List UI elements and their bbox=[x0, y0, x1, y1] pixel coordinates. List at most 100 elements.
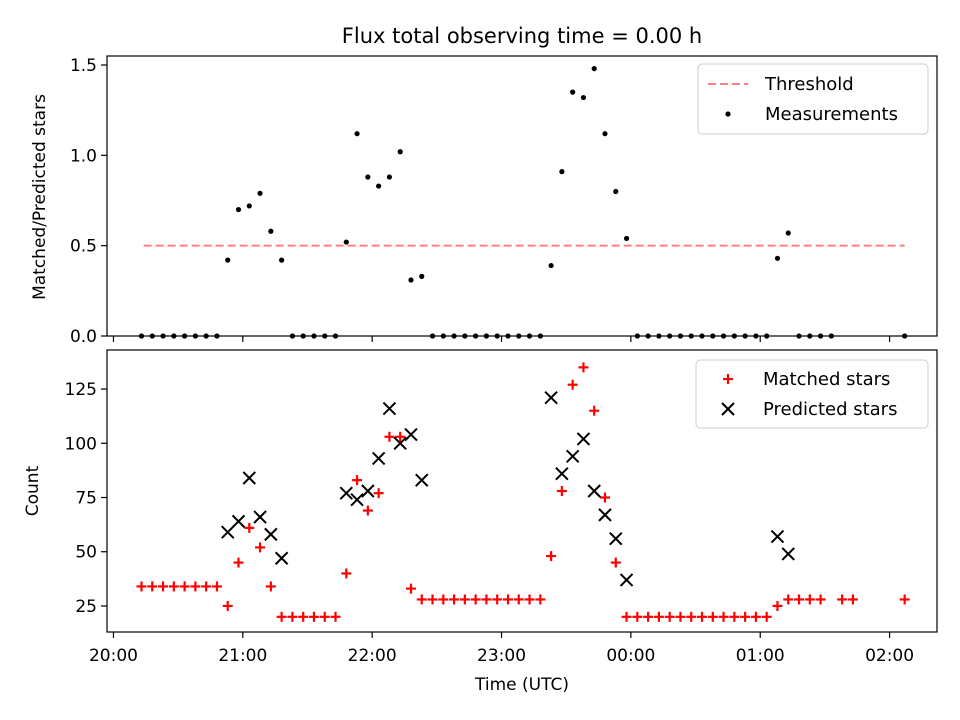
top-ytick-label: 1.0 bbox=[70, 146, 97, 166]
predicted-stars-point bbox=[415, 473, 429, 487]
legend-threshold-label: Threshold bbox=[764, 74, 854, 95]
matched-stars-point bbox=[621, 611, 632, 622]
legend-matched-swatch bbox=[723, 374, 733, 384]
matched-stars-point bbox=[578, 362, 589, 373]
measurement-point bbox=[828, 333, 834, 339]
measurement-point bbox=[602, 131, 608, 137]
measurement-point bbox=[365, 174, 371, 180]
measurement-point bbox=[623, 235, 630, 242]
measurement-point bbox=[537, 333, 543, 339]
matched-stars-point bbox=[643, 611, 654, 622]
predicted-stars-point bbox=[264, 527, 278, 542]
measurement-point bbox=[645, 333, 651, 339]
matched-stars-point bbox=[341, 568, 352, 579]
matched-stars-point bbox=[481, 594, 492, 605]
matched-stars-point bbox=[610, 557, 621, 568]
legend-measurements-swatch bbox=[725, 111, 731, 117]
bottom-y-ticks: 25 50 75 100 125 bbox=[65, 380, 107, 617]
measurement-point bbox=[182, 333, 188, 339]
measurement-point bbox=[699, 333, 705, 339]
predicted-stars-point bbox=[544, 391, 558, 405]
top-plot-area bbox=[106, 55, 938, 337]
measurement-point bbox=[580, 94, 587, 101]
predicted-stars-point bbox=[231, 514, 246, 529]
bottom-plot-area bbox=[106, 349, 938, 633]
matched-stars-point bbox=[750, 611, 761, 622]
xtick-label: 23:00 bbox=[477, 646, 526, 666]
matched-stars-point bbox=[298, 611, 309, 622]
bottom-ytick-label: 125 bbox=[65, 380, 97, 400]
top-legend-box bbox=[697, 63, 929, 135]
predicted-stars-point bbox=[609, 532, 623, 546]
top-ytick-label: 1.5 bbox=[70, 56, 97, 76]
measurement-point bbox=[677, 333, 684, 339]
matched-stars-point bbox=[794, 594, 805, 605]
measurement-point bbox=[343, 239, 349, 245]
bottom-series bbox=[136, 362, 910, 622]
measurement-point bbox=[332, 333, 339, 339]
measurement-point bbox=[386, 174, 393, 180]
measurement-point bbox=[429, 333, 436, 339]
predicted-stars-point bbox=[404, 427, 418, 442]
predicted-stars-point bbox=[393, 436, 407, 450]
matched-stars-point bbox=[697, 611, 708, 622]
matched-stars-point bbox=[513, 594, 524, 605]
matched-stars-point bbox=[222, 600, 233, 611]
bottom-y-axis-label: Count bbox=[23, 465, 43, 516]
legend-predicted-swatch bbox=[721, 402, 735, 416]
matched-stars-point bbox=[179, 581, 190, 592]
measurement-point bbox=[494, 333, 500, 339]
matched-stars-point bbox=[211, 581, 222, 592]
matched-stars-point bbox=[384, 431, 395, 442]
xtick-label: 00:00 bbox=[606, 646, 655, 666]
predicted-stars-point bbox=[770, 529, 785, 544]
measurement-point bbox=[149, 333, 155, 339]
matched-stars-point bbox=[233, 557, 244, 568]
xtick-label: 01:00 bbox=[736, 646, 785, 666]
matched-stars-point bbox=[535, 594, 546, 605]
legend-measurements-label: Measurements bbox=[765, 104, 898, 125]
matched-stars-point bbox=[405, 583, 416, 594]
matched-stars-point bbox=[330, 611, 341, 622]
bottom-x-ticks: 20:00 21:00 22:00 23:00 00:00 01:00 02:00 bbox=[89, 632, 914, 666]
bottom-ytick-label: 75 bbox=[75, 489, 97, 509]
measurement-point bbox=[731, 333, 737, 339]
matched-stars-point bbox=[524, 594, 535, 605]
top-y-ticks: 0.0 0.5 1.0 1.5 bbox=[70, 56, 107, 347]
bottom-legend: Matched stars Predicted stars bbox=[695, 359, 929, 429]
matched-stars-point bbox=[136, 581, 147, 592]
matched-stars-point bbox=[632, 611, 643, 622]
matched-stars-point bbox=[362, 505, 373, 516]
measurement-point bbox=[419, 273, 425, 279]
measurement-point bbox=[591, 66, 597, 72]
measurement-point bbox=[817, 333, 824, 339]
matched-stars-point bbox=[740, 611, 751, 622]
measurement-point bbox=[796, 333, 802, 339]
measurement-point bbox=[462, 333, 468, 339]
matched-stars-point bbox=[255, 542, 266, 553]
predicted-stars-point bbox=[350, 492, 364, 507]
matched-stars-point bbox=[556, 486, 567, 496]
measurement-point bbox=[451, 333, 457, 339]
matched-stars-point bbox=[783, 594, 794, 605]
bottom-panel: 25 50 75 100 125 20:00 21:00 22:00 23:00 00:00 01… bbox=[23, 349, 938, 695]
matched-stars-point bbox=[459, 594, 470, 605]
measurement-point bbox=[613, 188, 619, 195]
measurement-point bbox=[246, 203, 252, 209]
matched-stars-point bbox=[502, 594, 513, 605]
xtick-label: 22:00 bbox=[348, 646, 397, 666]
matched-stars-point bbox=[416, 594, 427, 605]
measurement-point bbox=[570, 89, 576, 95]
measurement-point bbox=[214, 333, 220, 339]
predicted-stars-point bbox=[242, 471, 256, 485]
matched-stars-point bbox=[729, 611, 740, 622]
matched-stars-point bbox=[707, 611, 718, 622]
legend-matched-label: Matched stars bbox=[763, 369, 890, 390]
predicted-stars-point bbox=[555, 466, 569, 481]
measurement-point bbox=[203, 333, 209, 339]
matched-stars-point bbox=[395, 431, 406, 442]
matched-stars-point bbox=[815, 594, 826, 605]
measurement-point bbox=[505, 333, 511, 339]
matched-stars-point bbox=[567, 379, 578, 390]
